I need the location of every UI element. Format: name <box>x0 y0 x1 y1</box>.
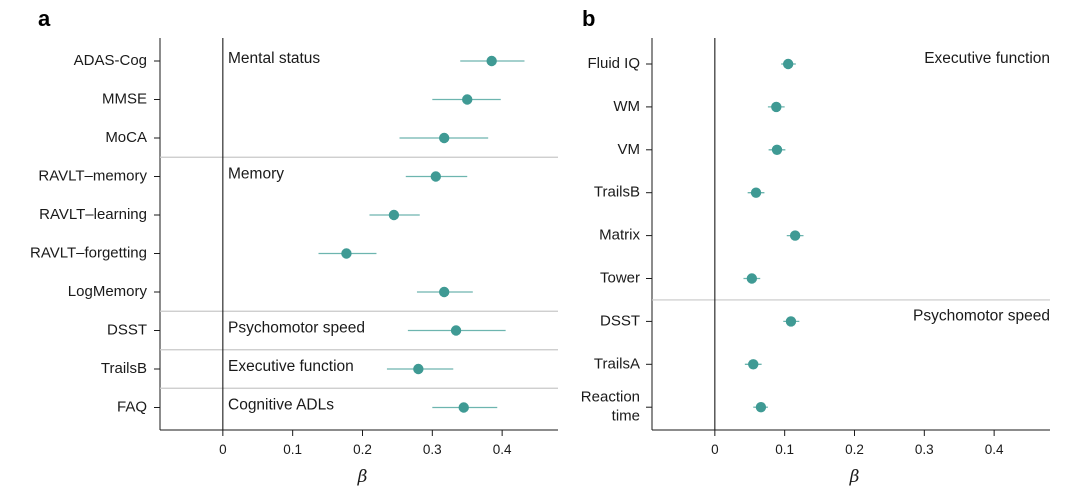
category-label: Fluid IQ <box>587 55 640 72</box>
group-label: Psychomotor speed <box>913 307 1050 324</box>
point-estimate <box>771 101 782 113</box>
category-label: DSST <box>107 321 147 338</box>
point-estimate <box>388 209 400 221</box>
point-estimate <box>746 273 758 284</box>
point-estimate <box>748 359 759 370</box>
x-tick-label: 0.2 <box>353 442 372 457</box>
point-estimate <box>438 132 450 144</box>
x-tick-label: 0.1 <box>775 442 794 457</box>
group-label: Executive function <box>924 50 1050 67</box>
point-estimate <box>771 144 783 155</box>
point-estimate <box>450 325 462 336</box>
x-tick-label: 0.2 <box>845 442 864 457</box>
panel-b-letter: b <box>582 6 595 31</box>
point-estimate <box>430 171 442 182</box>
category-label: Matrix <box>599 227 640 244</box>
x-tick-label: 0.3 <box>423 442 442 457</box>
group-label: Mental status <box>228 50 320 67</box>
point-estimate <box>458 402 469 413</box>
category-label: RAVLT–learning <box>39 206 147 223</box>
point-estimate <box>755 402 767 413</box>
x-tick-label: 0 <box>711 442 719 457</box>
category-label: VM <box>618 141 641 158</box>
point-estimate <box>413 363 424 375</box>
category-label: RAVLT–memory <box>38 167 147 184</box>
category-label: ADAS-Cog <box>74 52 147 69</box>
panel-a-letter: a <box>38 6 51 31</box>
category-label: TrailsB <box>594 184 640 201</box>
point-estimate <box>462 94 473 105</box>
category-label: WM <box>613 98 640 115</box>
point-estimate <box>486 55 497 67</box>
group-label: Cognitive ADLs <box>228 397 334 414</box>
point-estimate <box>782 58 794 70</box>
point-estimate <box>785 316 797 327</box>
category-label: MoCA <box>105 129 147 146</box>
group-label: Psychomotor speed <box>228 320 365 337</box>
category-label: RAVLT–forgetting <box>30 244 147 261</box>
category-label: TrailsA <box>594 355 640 372</box>
category-label: Reaction <box>581 389 640 406</box>
point-estimate <box>789 230 801 241</box>
x-axis-title: β <box>849 467 860 487</box>
group-label: Memory <box>228 166 284 183</box>
x-tick-label: 0.1 <box>283 442 302 457</box>
category-label: LogMemory <box>68 283 148 300</box>
category-label: Tower <box>600 269 640 286</box>
category-label: time <box>612 408 640 425</box>
point-estimate <box>438 286 450 298</box>
panel-b-forest-plot: 0 0.1 0.2 0.3 0.4 β Executive function Psychomo… <box>581 38 1050 487</box>
x-tick-label: 0.4 <box>985 442 1004 457</box>
point-estimate <box>341 248 352 259</box>
x-tick-label: 0 <box>219 442 227 457</box>
category-label: TrailsB <box>101 360 147 377</box>
x-tick-label: 0.3 <box>915 442 934 457</box>
panel-a-forest-plot: 0 0.1 0.2 0.3 0.4 β Mental status Memory Psychom… <box>30 38 558 487</box>
category-label: DSST <box>600 312 640 329</box>
category-label: MMSE <box>102 90 147 107</box>
x-axis-title: β <box>357 467 368 487</box>
category-label: FAQ <box>117 398 147 415</box>
point-estimate <box>750 187 762 198</box>
group-label: Executive function <box>228 358 354 375</box>
x-tick-label: 0.4 <box>493 442 512 457</box>
